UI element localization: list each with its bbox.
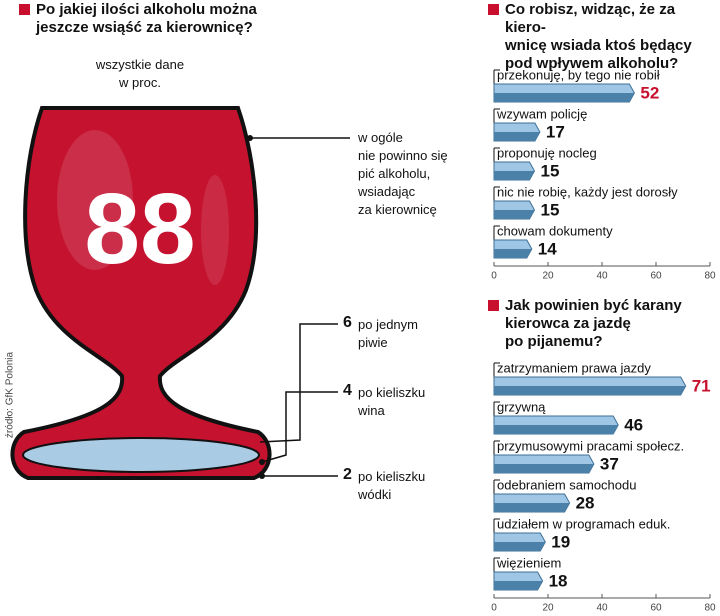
value-label: 14 xyxy=(538,239,557,258)
leader-dot xyxy=(259,473,265,479)
leader-line xyxy=(261,391,338,463)
glass-label: po kieliszku wina xyxy=(358,385,426,418)
glass-label: po kieliszku wódki xyxy=(358,469,426,502)
bar-label: zatrzymaniem prawa jazdy xyxy=(497,360,651,375)
value-label: 71 xyxy=(692,376,711,395)
x-tick-label: 60 xyxy=(650,603,662,614)
bar-shade xyxy=(494,464,594,473)
value-label: 52 xyxy=(640,83,659,102)
bar-label: więzieniem xyxy=(496,555,561,570)
chart-title: Co robisz, widząc, że za kiero- wnicę ws… xyxy=(488,1,720,73)
glass-value: 4 xyxy=(343,382,352,399)
value-label: 19 xyxy=(551,532,570,551)
chart-title: Jak powinien być karany kierowca za jazd… xyxy=(488,297,682,350)
value-label: 46 xyxy=(624,415,643,434)
bar-label: nic nie robię, każdy jest dorosły xyxy=(497,184,678,199)
bar-shade xyxy=(494,542,546,551)
value-label: 15 xyxy=(541,161,560,180)
bar-shade xyxy=(494,503,570,512)
glass-body xyxy=(10,106,272,480)
leader-dot xyxy=(259,459,265,465)
bar-shade xyxy=(494,386,686,395)
value-label: 15 xyxy=(541,200,560,219)
leader-lines xyxy=(250,137,350,477)
bar-label: udziałem w programach eduk. xyxy=(497,516,670,531)
glass-base xyxy=(22,437,260,473)
bar-shade xyxy=(494,425,619,434)
bar-shade xyxy=(494,132,540,141)
value-label: 17 xyxy=(546,122,565,141)
big-value: 88 xyxy=(84,173,196,285)
x-tick-label: 20 xyxy=(542,603,554,614)
x-tick-label: 20 xyxy=(542,271,554,282)
glass-label: po jednym piwie xyxy=(358,317,418,350)
bar-shade xyxy=(494,249,532,258)
source: źródło: GfK Polonia xyxy=(5,351,16,438)
bar-label: wzywam policję xyxy=(496,106,587,121)
bar-label: chowam dokumenty xyxy=(497,223,613,238)
subtitle: wszystkie dane w proc. xyxy=(95,57,185,90)
bar-shade xyxy=(494,210,535,219)
glass-label: w ogóle nie powinno się pić alkoholu, ws… xyxy=(358,130,448,217)
leader-line xyxy=(259,323,338,443)
x-tick-label: 80 xyxy=(704,271,716,282)
bar-shade xyxy=(494,93,635,102)
bar-label: grzywną xyxy=(497,399,546,414)
bar-label: odebraniem samochodu xyxy=(497,477,636,492)
x-tick-label: 40 xyxy=(596,271,608,282)
bar-shade xyxy=(494,581,543,590)
glass-highlight xyxy=(57,130,133,270)
x-tick-label: 60 xyxy=(650,271,662,282)
x-tick-label: 40 xyxy=(596,603,608,614)
bar-label: przekonuję, by tego nie robił xyxy=(497,67,660,82)
x-tick-label: 80 xyxy=(704,603,716,614)
glass-value: 2 xyxy=(343,466,352,483)
value-label: 18 xyxy=(549,571,568,590)
value-label: 37 xyxy=(600,454,619,473)
glass-highlight xyxy=(201,175,229,285)
x-tick-label: 0 xyxy=(491,271,497,282)
glass-value: 6 xyxy=(343,314,352,331)
chart-title: Po jakiej ilości alkoholu można jeszcze … xyxy=(19,1,257,36)
leader-dot xyxy=(247,135,253,141)
bar-shade xyxy=(494,171,535,180)
x-tick-label: 0 xyxy=(491,603,497,614)
glass xyxy=(10,106,272,480)
bar-label: przymusowymi pracami społecz. xyxy=(497,438,684,453)
value-label: 28 xyxy=(576,493,595,512)
bar-label: proponuję nocleg xyxy=(497,145,597,160)
